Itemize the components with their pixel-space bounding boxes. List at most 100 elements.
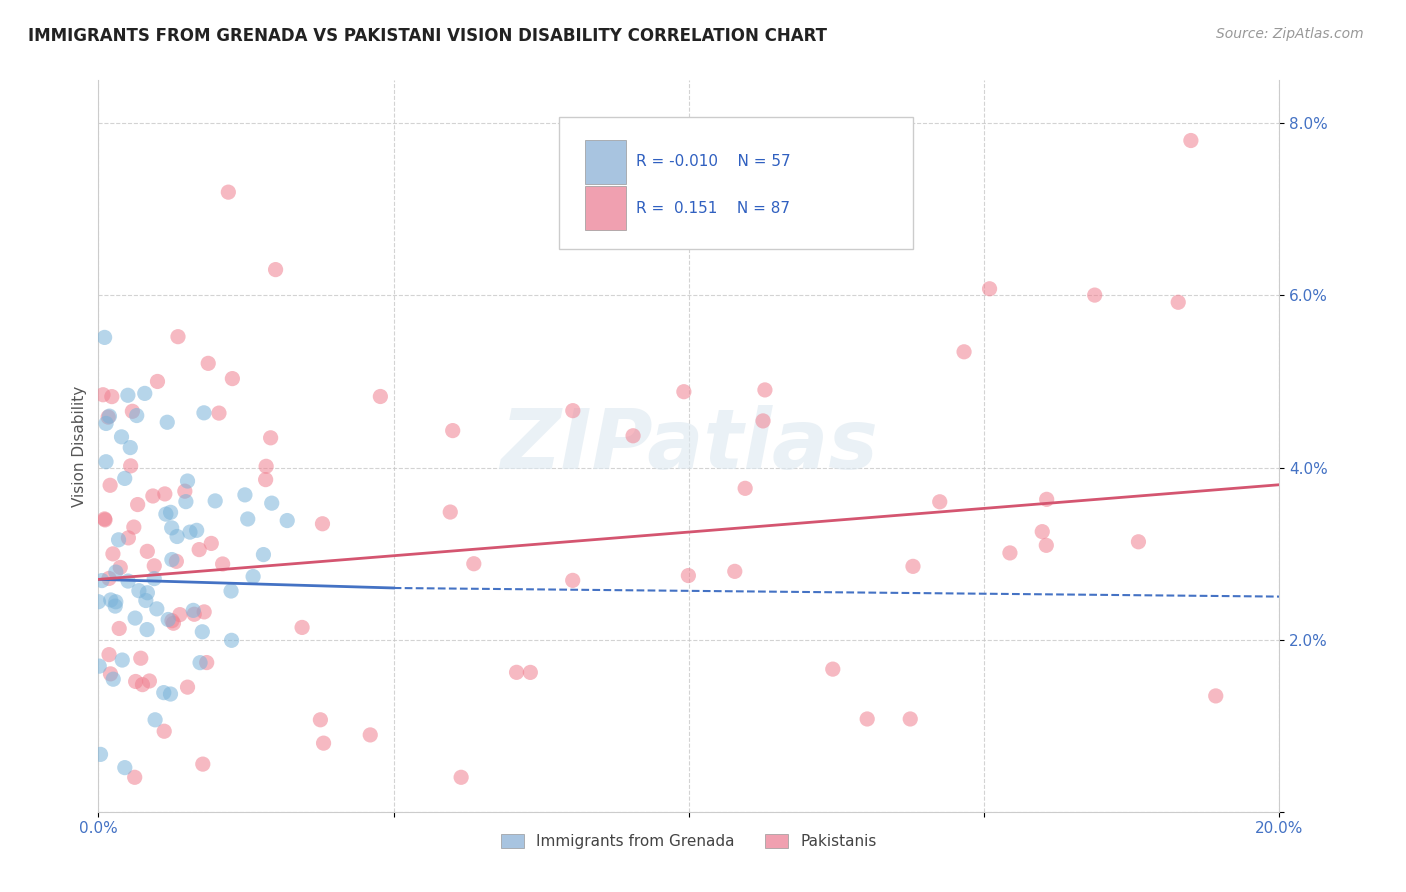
Point	[1167, 295, 1189, 310]
Point	[131, 678, 153, 692]
Point	[160, 552, 183, 566]
Point	[94, 455, 117, 469]
Y-axis label: Vision Disability: Vision Disability	[72, 385, 87, 507]
Point	[191, 624, 214, 639]
Point	[120, 441, 142, 455]
Point	[111, 653, 134, 667]
Point	[124, 674, 146, 689]
Point	[87, 595, 110, 609]
Point	[159, 687, 181, 701]
Point	[463, 557, 485, 571]
Point	[89, 659, 111, 673]
Point	[93, 512, 115, 526]
Point	[1031, 524, 1053, 539]
Point	[162, 616, 184, 631]
Point	[101, 547, 124, 561]
Point	[754, 383, 776, 397]
Point	[898, 712, 921, 726]
Point	[928, 495, 950, 509]
Point	[122, 520, 145, 534]
Point	[114, 761, 136, 775]
Point	[211, 557, 233, 571]
Point	[505, 665, 527, 680]
Point	[120, 458, 142, 473]
Point	[94, 513, 117, 527]
Point	[110, 430, 132, 444]
Point	[953, 344, 976, 359]
Point	[254, 459, 277, 474]
Point	[153, 487, 176, 501]
Point	[191, 757, 214, 772]
Text: Source: ZipAtlas.com: Source: ZipAtlas.com	[1216, 27, 1364, 41]
Point	[90, 574, 112, 588]
Point	[197, 356, 219, 370]
Point	[136, 544, 159, 558]
Point	[138, 673, 160, 688]
Legend: Immigrants from Grenada, Pakistanis: Immigrants from Grenada, Pakistanis	[495, 828, 883, 855]
Point	[167, 329, 190, 343]
Point	[135, 593, 157, 607]
Point	[104, 599, 127, 613]
Point	[114, 471, 136, 485]
Point	[183, 607, 205, 622]
Point	[1128, 534, 1150, 549]
Point	[94, 417, 117, 431]
Point	[311, 516, 333, 531]
Point	[193, 406, 215, 420]
Point	[98, 478, 121, 492]
Point	[173, 484, 195, 499]
Point	[1035, 492, 1057, 507]
Point	[117, 574, 139, 588]
Point	[143, 713, 166, 727]
Point	[124, 611, 146, 625]
Point	[166, 529, 188, 543]
FancyBboxPatch shape	[585, 140, 626, 184]
Point	[561, 574, 583, 588]
Point	[252, 548, 274, 562]
Point	[108, 622, 131, 636]
Point	[734, 481, 756, 495]
Point	[1035, 538, 1057, 552]
Point	[146, 602, 169, 616]
Point	[193, 605, 215, 619]
Point	[242, 569, 264, 583]
Point	[998, 546, 1021, 560]
Point	[104, 595, 127, 609]
Point	[98, 571, 121, 585]
Point	[100, 666, 122, 681]
Point	[233, 488, 256, 502]
Point	[136, 623, 159, 637]
Point	[221, 371, 243, 385]
Text: ZIPatlas: ZIPatlas	[501, 406, 877, 486]
Point	[309, 713, 332, 727]
Point	[104, 565, 127, 579]
Point	[1180, 134, 1202, 148]
Point	[117, 388, 139, 402]
Point	[672, 384, 695, 399]
Point	[143, 572, 166, 586]
Point	[724, 565, 747, 579]
Point	[561, 403, 583, 417]
Point	[276, 514, 298, 528]
Point	[165, 554, 187, 568]
Point	[179, 525, 201, 540]
Point	[370, 390, 392, 404]
Point	[107, 533, 129, 547]
Point	[176, 474, 198, 488]
Point	[125, 409, 148, 423]
Point	[821, 662, 844, 676]
Point	[128, 583, 150, 598]
Point	[259, 431, 281, 445]
Point	[153, 724, 176, 739]
Point	[155, 507, 177, 521]
Point	[200, 536, 222, 550]
Point	[1205, 689, 1227, 703]
Point	[146, 375, 169, 389]
Point	[195, 656, 218, 670]
Point	[100, 593, 122, 607]
Point	[441, 424, 464, 438]
Point	[160, 521, 183, 535]
Point	[98, 648, 121, 662]
Point	[312, 736, 335, 750]
Point	[1084, 288, 1107, 302]
